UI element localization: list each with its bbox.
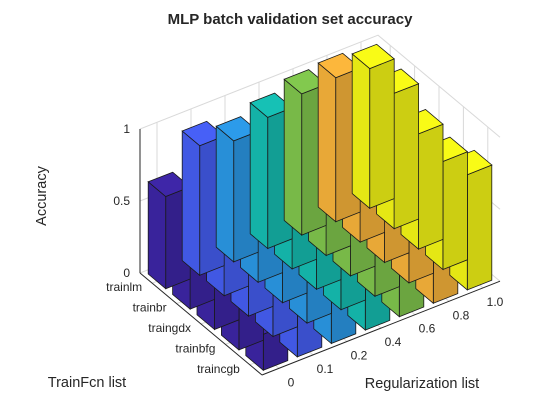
x-axis-label: Regularization list [365,376,479,392]
bar-face-side [283,78,303,236]
x-tick-label: 0.2 [351,349,368,363]
z-tick-label: 0.5 [113,194,130,208]
bar-face-front [369,58,395,209]
x-tick-label: 0.4 [385,335,402,349]
bar-group [147,43,493,372]
bar-face-side [147,180,167,290]
bar-face-side [249,101,269,250]
bar-face-side [351,53,371,210]
x-tick-label: 0.1 [317,362,334,376]
x-tick-label: 1.0 [487,295,504,309]
bar-face-front [442,151,468,271]
bar-face-side [317,62,337,223]
bar-face-front [418,123,444,250]
bar-face-side [215,125,235,263]
bar-face-side [181,130,201,277]
bar-trainlm-0 [147,171,191,290]
y-tick-label: traincgb [197,362,240,376]
chart-title: MLP batch validation set accuracy [168,11,413,28]
x-tick-label: 0.6 [419,322,436,336]
bar-face-top [351,43,395,70]
x-tick-label: 0.8 [453,308,470,322]
axis-line [261,280,501,376]
tick-labels: 0 0.1 0.2 0.4 0.6 0.8 1.0 trainlm trainbr traingd… [106,122,503,389]
z-gridline [139,34,501,138]
bar-trainlm-1.0 [351,43,395,210]
z-tick-label: 1 [123,122,130,136]
y-tick-label: trainbfg [175,341,215,355]
x-tick-label: 0 [288,375,295,389]
bar-face-front [393,83,420,230]
z-axis-label: Accuracy [34,165,50,225]
y-tick-label: traingdx [148,321,191,335]
axis-line [139,272,263,376]
y-axis-label: TrainFcn list [48,375,126,391]
y-tick-label: trainbr [133,301,167,315]
bar-face-front [466,164,493,291]
z-tick-label: 0 [123,266,130,280]
y-tick-label: trainlm [106,280,142,294]
